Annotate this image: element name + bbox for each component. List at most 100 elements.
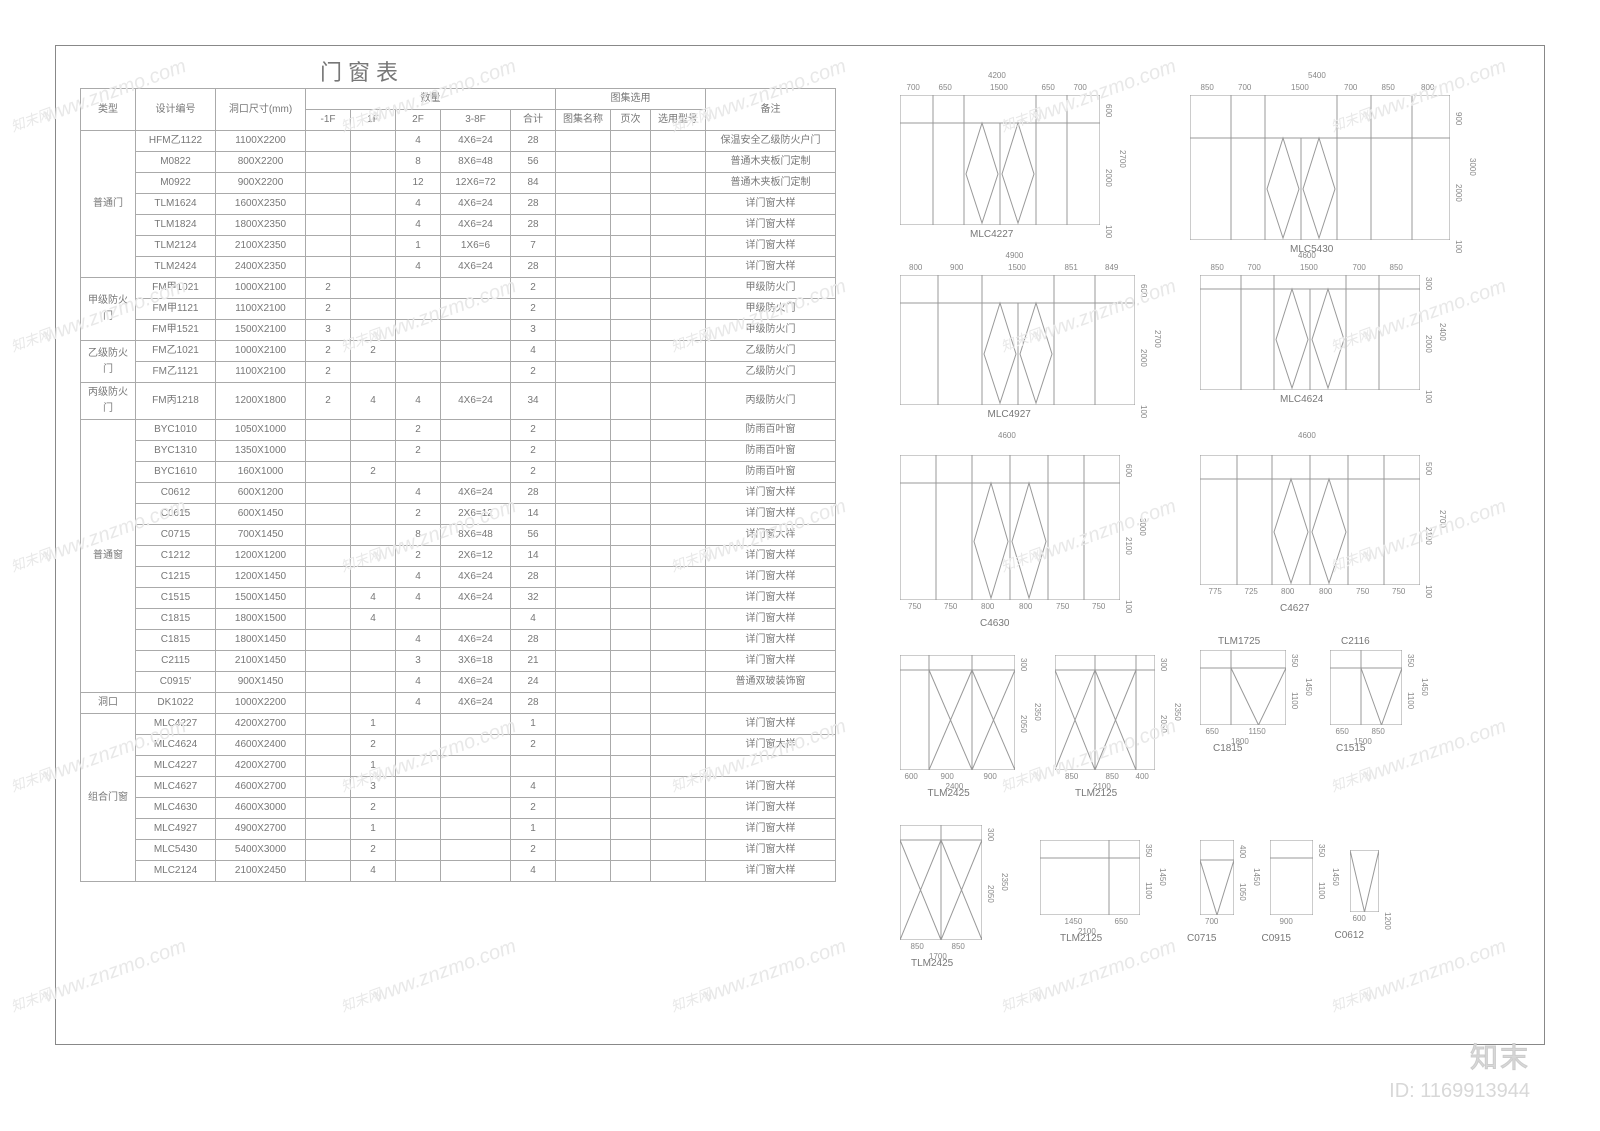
- cell: 2: [396, 420, 441, 441]
- brand-logo: 知末: [1470, 1036, 1530, 1076]
- dimension-seg: 850: [1201, 83, 1214, 92]
- cell: 1500X1450: [216, 588, 306, 609]
- cell: 2: [396, 441, 441, 462]
- dimension-side: 2000: [1454, 184, 1463, 202]
- cell: [556, 173, 611, 194]
- cell: [611, 609, 651, 630]
- cell: [306, 756, 351, 777]
- cell: 5400X3000: [216, 840, 306, 861]
- cell: 28: [511, 257, 556, 278]
- cell: 4X6=24: [441, 483, 511, 504]
- cell: [441, 819, 511, 840]
- cell: [441, 798, 511, 819]
- cell: C0715: [136, 525, 216, 546]
- cell: [651, 278, 706, 299]
- cell: 14: [511, 546, 556, 567]
- cell: 1800X1450: [216, 630, 306, 651]
- table-row: BYC1610160X100022防雨百叶窗: [81, 462, 836, 483]
- dimension-seg: 700: [1238, 83, 1251, 92]
- cell: [441, 861, 511, 882]
- cell: 4: [511, 341, 556, 362]
- elevation-TLM2425: [900, 825, 982, 940]
- cell: [556, 362, 611, 383]
- cell: 1100X2100: [216, 362, 306, 383]
- cell: [306, 504, 351, 525]
- cell: [306, 798, 351, 819]
- cell: 1: [351, 714, 396, 735]
- dimension-top: 4900: [1006, 251, 1024, 260]
- dimension-side: 100: [1139, 405, 1148, 418]
- table-row: 普通门HFM乙11221100X220044X6=2428保温安全乙级防火户门: [81, 131, 836, 152]
- cell: M0922: [136, 173, 216, 194]
- cell: [651, 299, 706, 320]
- cell: 2100X2450: [216, 861, 306, 882]
- dimension-side-total: 1450: [1304, 678, 1313, 696]
- table-row: 普通窗BYC10101050X100022防雨百叶窗: [81, 420, 836, 441]
- dimension-top: 5400: [1308, 71, 1326, 80]
- cell: C1212: [136, 546, 216, 567]
- cell: 1500X2100: [216, 320, 306, 341]
- cell: [556, 257, 611, 278]
- cell: [651, 131, 706, 152]
- cell: 1200X1200: [216, 546, 306, 567]
- cell: [351, 420, 396, 441]
- cell: [306, 735, 351, 756]
- cell: 详门窗大样: [706, 840, 836, 861]
- table-row: MLC46274600X270034详门窗大样: [81, 777, 836, 798]
- cell: [651, 152, 706, 173]
- cell: 160X1000: [216, 462, 306, 483]
- cell: [441, 714, 511, 735]
- cell: [706, 756, 836, 777]
- cell: [651, 215, 706, 236]
- cell: 2: [511, 735, 556, 756]
- cell: [611, 651, 651, 672]
- cell: 普通木夹板门定制: [706, 173, 836, 194]
- cell: 乙级防火门: [706, 341, 836, 362]
- cell: [511, 756, 556, 777]
- dimension-side: 1200: [1383, 912, 1392, 930]
- cell: 详门窗大样: [706, 257, 836, 278]
- dimension-seg: 400: [1136, 772, 1149, 781]
- cell: [351, 546, 396, 567]
- cell: [396, 341, 441, 362]
- table-row: MLC54305400X300022详门窗大样: [81, 840, 836, 861]
- dimension-side: 1100: [1406, 692, 1415, 709]
- dimension-top: 4200: [988, 71, 1006, 80]
- cell: [306, 546, 351, 567]
- dimension-seg: 750: [1092, 602, 1105, 611]
- cell: [351, 215, 396, 236]
- cell: [556, 236, 611, 257]
- cell: [396, 299, 441, 320]
- dimension-seg: 850: [1390, 263, 1403, 272]
- cell: [441, 278, 511, 299]
- cell: C2115: [136, 651, 216, 672]
- cell: [351, 194, 396, 215]
- cell: [351, 257, 396, 278]
- cell: [556, 525, 611, 546]
- cell: [396, 777, 441, 798]
- dimension-bottom: 2400: [946, 782, 964, 791]
- cell: 8X6=48: [441, 525, 511, 546]
- cell: 28: [511, 194, 556, 215]
- cell: 4: [396, 672, 441, 693]
- dimension-side-total: 3000: [1138, 518, 1147, 536]
- dimension-seg: 750: [1356, 587, 1369, 596]
- cell: 4: [396, 131, 441, 152]
- group-cell: 甲级防火门: [81, 278, 136, 341]
- cell: [651, 840, 706, 861]
- dimension-side: 600: [1139, 284, 1148, 297]
- cell: MLC4227: [136, 714, 216, 735]
- cell: 详门窗大样: [706, 735, 836, 756]
- cell: [556, 152, 611, 173]
- cell: [611, 215, 651, 236]
- cell: [351, 651, 396, 672]
- cell: [611, 299, 651, 320]
- dimension-side: 2000: [1104, 169, 1113, 187]
- dimension-seg: 650: [1206, 727, 1219, 736]
- table-row: C21152100X145033X6=1821详门窗大样: [81, 651, 836, 672]
- cell: [306, 567, 351, 588]
- diagram-label: MLC4624: [1280, 394, 1323, 405]
- cell: [611, 420, 651, 441]
- cell: [396, 861, 441, 882]
- table-row: C12121200X120022X6=1214详门窗大样: [81, 546, 836, 567]
